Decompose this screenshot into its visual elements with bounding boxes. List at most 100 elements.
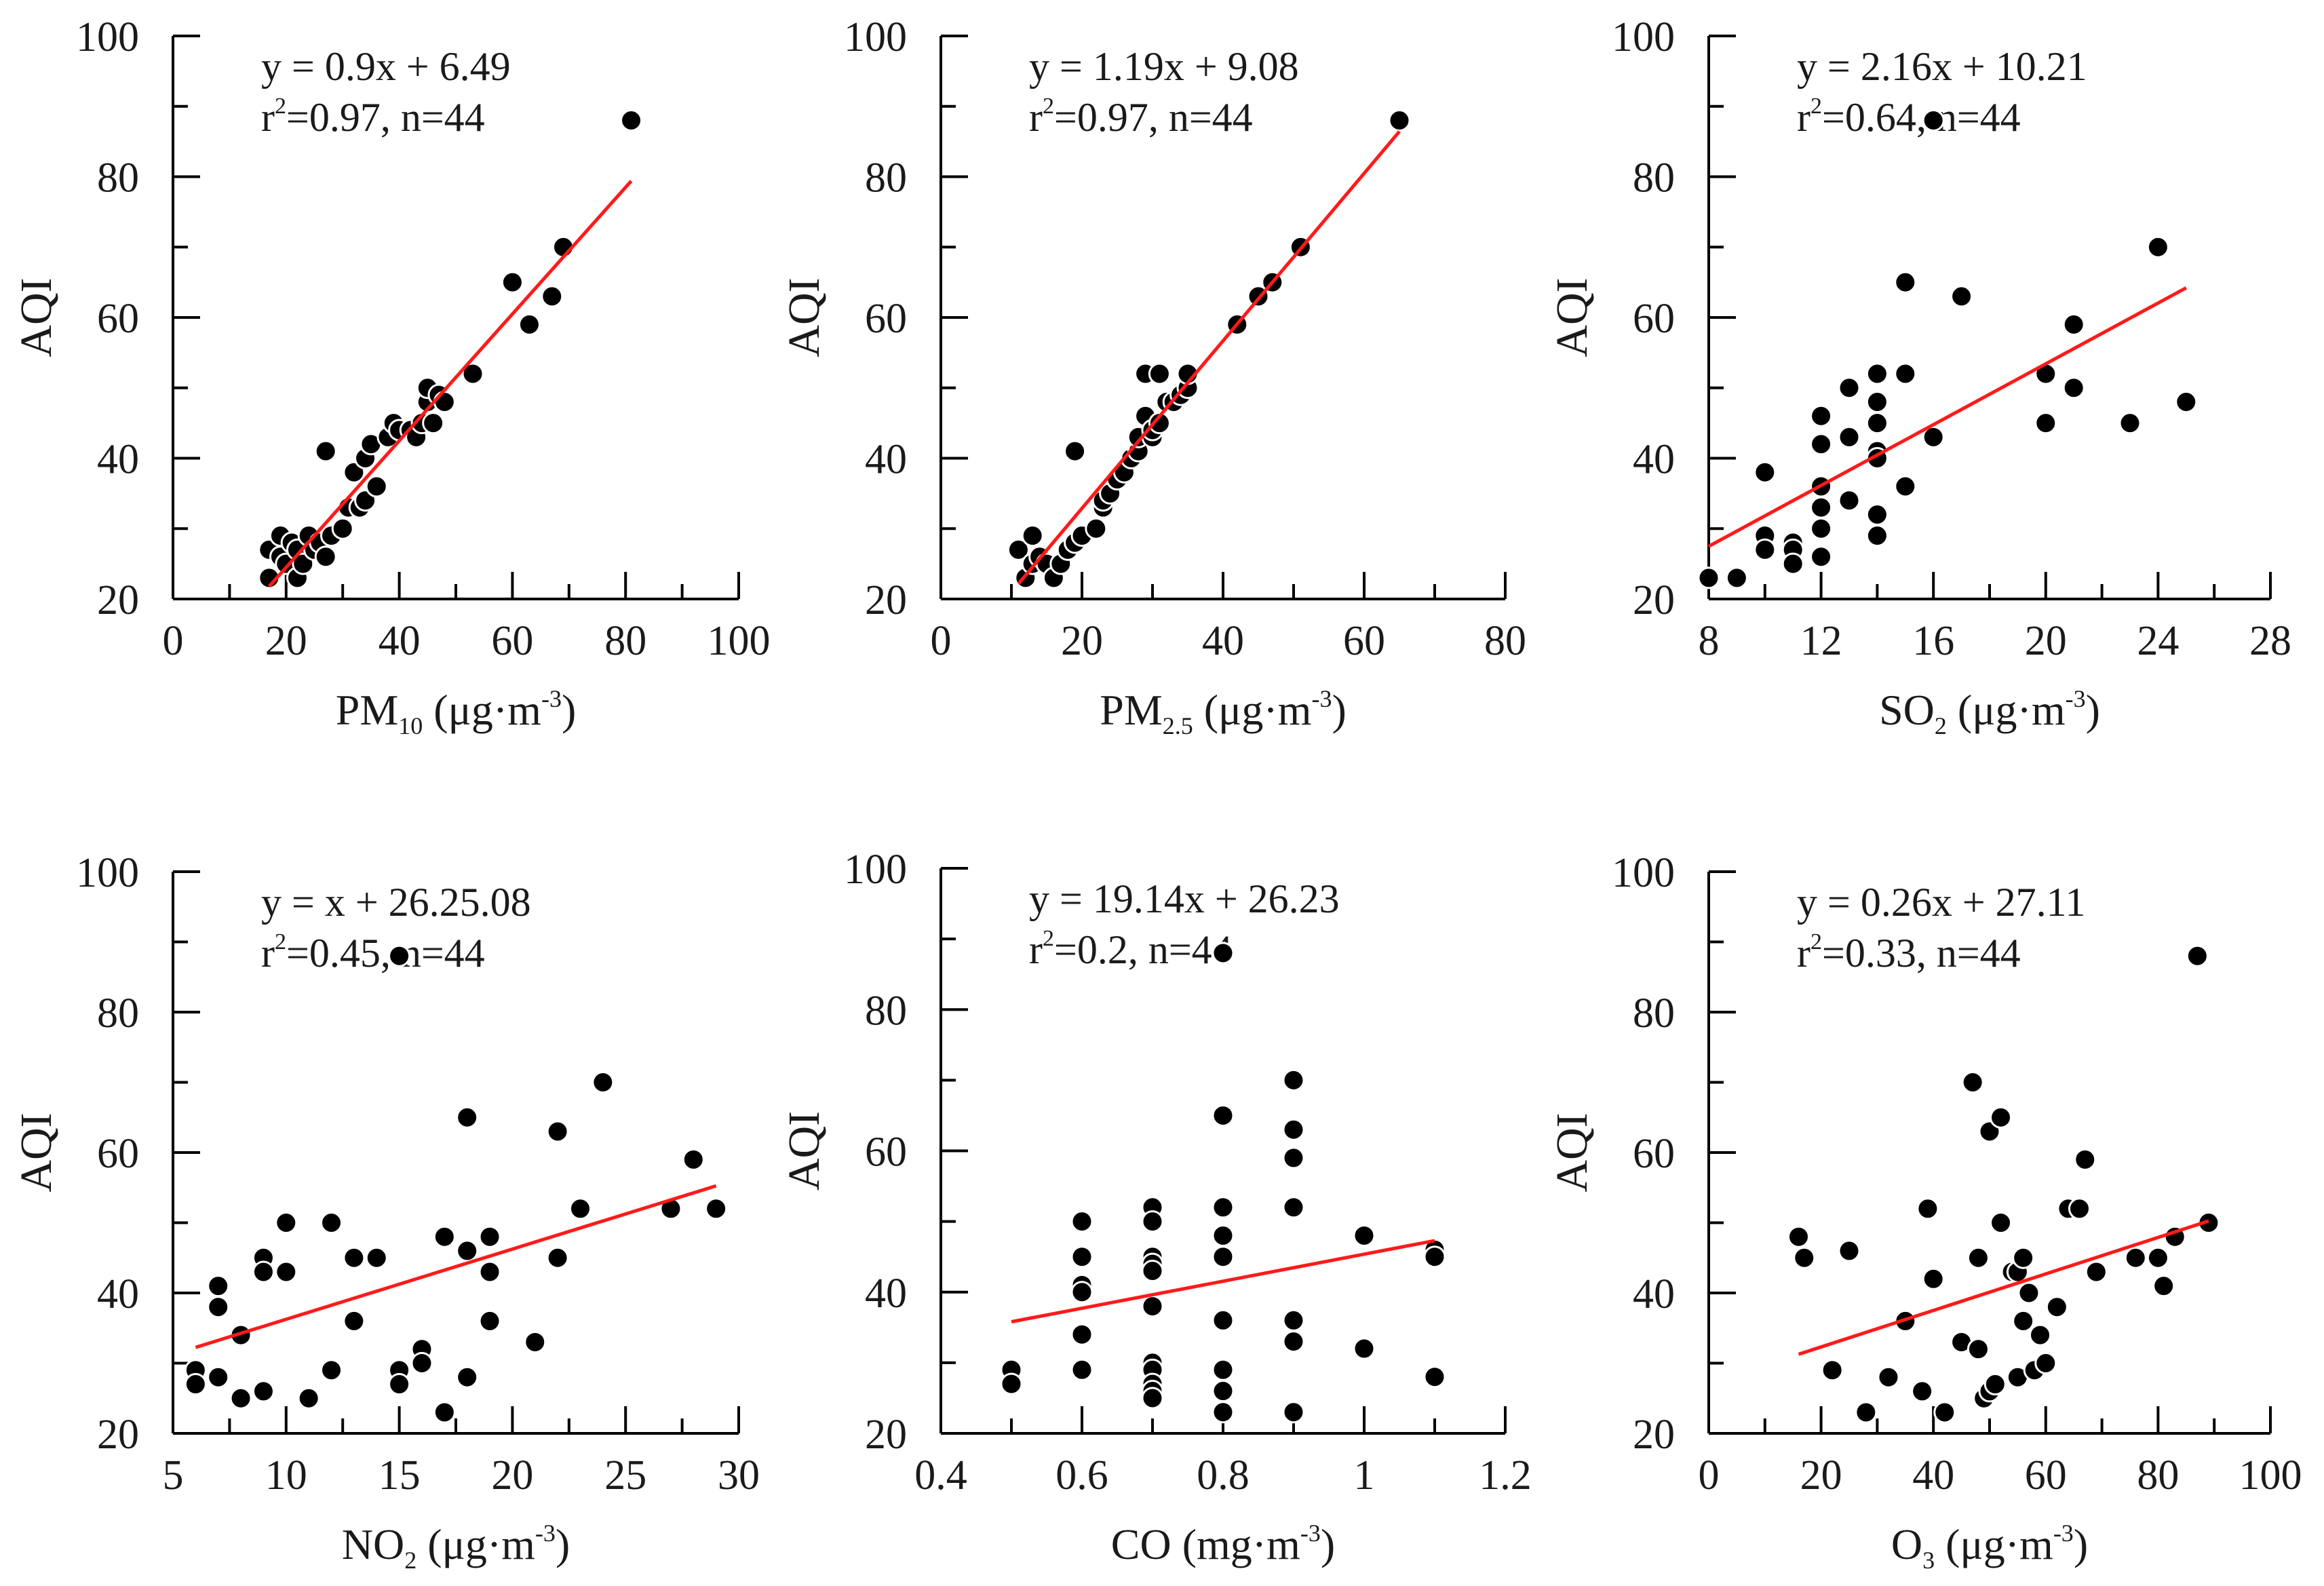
- regression-equation: y = 2.16x + 10.21: [1797, 44, 2087, 89]
- data-point: [343, 1246, 366, 1269]
- data-point: [1821, 1359, 1844, 1382]
- x-tick-label: 40: [1202, 618, 1244, 664]
- data-point: [1021, 524, 1044, 547]
- x-tick-label: 16: [1912, 618, 1954, 664]
- data-point: [1838, 425, 1861, 448]
- x-axis-label: PM10 (μg·m-3): [336, 685, 577, 739]
- y-tick-label: 80: [97, 990, 139, 1037]
- y-tick-label: 20: [97, 1412, 139, 1458]
- data-point: [1141, 1295, 1164, 1318]
- x-tick-label: 20: [1061, 618, 1103, 664]
- data-point: [1894, 362, 1917, 385]
- data-point: [1922, 109, 1945, 132]
- data-point: [433, 391, 456, 413]
- y-tick-label: 20: [865, 1412, 907, 1458]
- y-tick-label: 80: [1633, 990, 1675, 1037]
- data-point: [2175, 391, 2198, 413]
- x-axis-label: SO2 (μg·m-3): [1879, 685, 2100, 739]
- x-axis-label: PM2.5 (μg·m-3): [1100, 685, 1347, 739]
- x-tick-label: 40: [1912, 1452, 1954, 1498]
- x-tick-label: 0: [931, 618, 952, 664]
- x-tick-label: 1.2: [1479, 1452, 1532, 1498]
- data-point: [1212, 1380, 1235, 1403]
- x-tick-label: 24: [2137, 618, 2179, 664]
- x-axis-label-unit: (μg·m: [427, 1520, 535, 1568]
- y-tick-label: 60: [1633, 296, 1675, 342]
- regression-stats: r2=0.97, n=44: [261, 94, 485, 140]
- y-tick-label: 60: [97, 1131, 139, 1177]
- regression-line: [1011, 1239, 1435, 1323]
- data-point: [1990, 1212, 2013, 1234]
- data-point: [1865, 362, 1889, 385]
- regression-equation: y = 0.26x + 27.11: [1797, 880, 2085, 925]
- data-point: [1212, 1104, 1235, 1127]
- y-tick-label: 100: [1612, 14, 1675, 60]
- x-tick-label: 12: [1800, 618, 1842, 664]
- data-point: [275, 1260, 298, 1283]
- x-axis-label-unit: (μg·m: [1958, 686, 2066, 734]
- data-point: [568, 1197, 592, 1220]
- scatter-panel-4: 20 40 60 80 100 5 10 15 20 25 30 AQI NO2 (μg·m-3) y =…: [12, 850, 760, 1574]
- data-point: [365, 1246, 388, 1269]
- data-point: [1148, 362, 1171, 385]
- regression-stats: r2=0.97, n=44: [1029, 94, 1253, 140]
- data-point: [1070, 1323, 1093, 1346]
- y-tick-label: 40: [97, 437, 139, 483]
- regression-stats: r2=0.64, n=44: [1797, 94, 2021, 140]
- data-point: [1754, 538, 1777, 561]
- y-tick-label: 20: [1633, 577, 1675, 623]
- y-tick-label: 40: [1633, 437, 1675, 483]
- data-point: [456, 1366, 479, 1389]
- data-point: [365, 475, 388, 498]
- data-point: [2074, 1148, 2097, 1171]
- data-point: [1810, 517, 1833, 540]
- data-point: [1877, 1366, 1900, 1389]
- data-point: [1990, 1106, 2013, 1129]
- x-tick-label: 0.4: [914, 1452, 967, 1498]
- data-point: [620, 109, 643, 132]
- data-point: [2062, 376, 2085, 400]
- regression-equation: y = 0.9x + 6.49: [261, 44, 511, 89]
- y-axis-label: AQI: [12, 1113, 61, 1192]
- data-point: [433, 1401, 456, 1424]
- x-axis-label-subscript: 2.5: [1163, 712, 1193, 739]
- data-point: [184, 1373, 207, 1396]
- data-point: [1810, 404, 1833, 427]
- y-tick-label: 40: [1633, 1271, 1675, 1317]
- x-axis-label-subscript: 2: [1935, 712, 1947, 739]
- data-point: [2085, 1260, 2108, 1283]
- data-point: [1865, 391, 1889, 413]
- data-point: [433, 1225, 456, 1248]
- x-axis-label: O3 (μg·m-3): [1891, 1520, 2088, 1574]
- x-tick-label: 20: [491, 1452, 533, 1498]
- data-point: [1781, 552, 1804, 575]
- data-point: [1423, 1366, 1446, 1389]
- data-point: [1282, 1401, 1305, 1424]
- data-point: [1810, 433, 1833, 456]
- data-point: [1064, 440, 1087, 463]
- data-point: [478, 1225, 501, 1248]
- data-point: [207, 1296, 230, 1319]
- scatter-panel-6: 20 40 60 80 100 0 20 40 60 80 100 AQI O3 (μg·m-3) y =…: [1547, 850, 2302, 1574]
- x-axis-label-superscript: -3: [1300, 1520, 1321, 1547]
- data-point: [1282, 1196, 1305, 1219]
- data-point: [1911, 1380, 1934, 1403]
- regression-stats: r2=0.33, n=44: [1797, 929, 2021, 975]
- data-point: [229, 1387, 252, 1410]
- regression-stats: r2=0.45, n=44: [261, 929, 485, 975]
- data-point: [1967, 1246, 1990, 1269]
- data-point: [2017, 1281, 2040, 1304]
- y-tick-label: 100: [1612, 850, 1675, 896]
- data-point: [331, 517, 354, 540]
- data-point: [2118, 412, 2142, 435]
- data-point: [1000, 1372, 1023, 1395]
- data-point: [1212, 1245, 1235, 1269]
- y-tick-label: 60: [97, 296, 139, 342]
- x-tick-label: 100: [708, 618, 771, 664]
- data-point: [1838, 376, 1861, 400]
- data-point: [2012, 1246, 2035, 1269]
- data-point: [1967, 1338, 1990, 1361]
- data-point: [2029, 1323, 2052, 1347]
- data-point: [1787, 1225, 1810, 1248]
